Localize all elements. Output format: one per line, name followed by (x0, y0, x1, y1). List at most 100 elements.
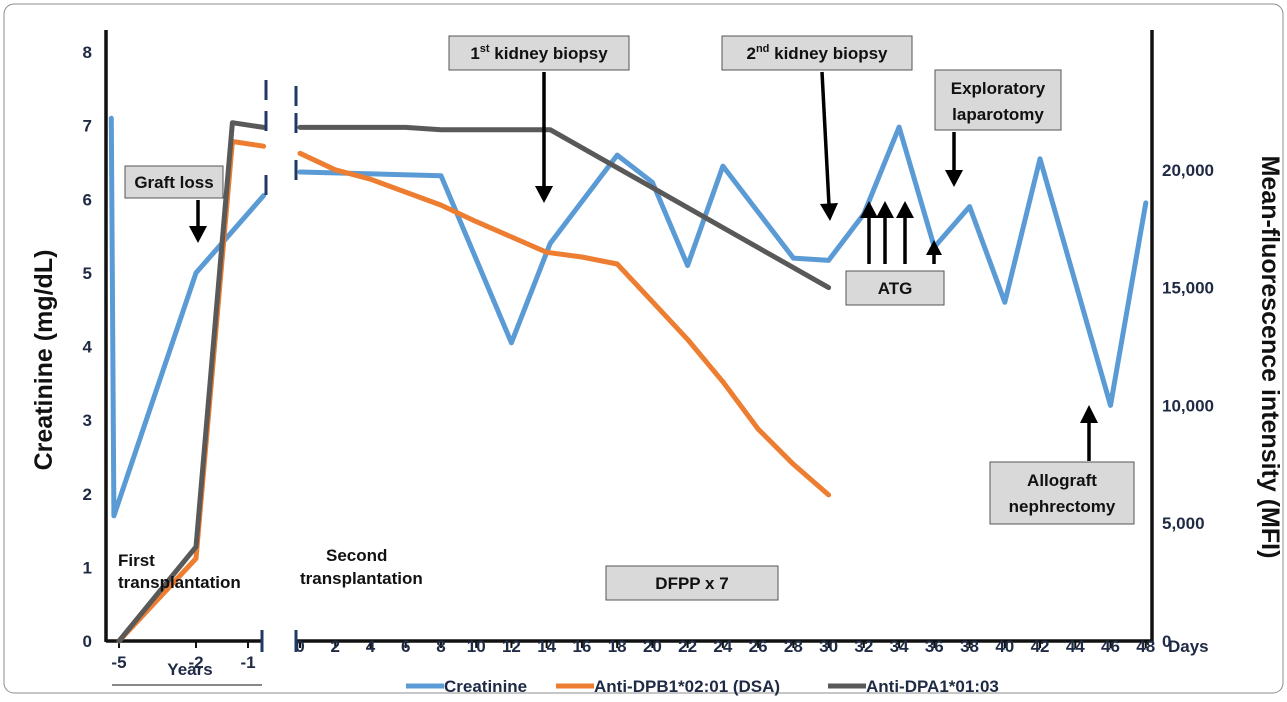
biopsy2-arrowhead (820, 203, 838, 221)
x-days-axis-title: Days (1168, 637, 1209, 656)
exploratory-arrowhead (945, 170, 963, 187)
x-days-tick-label: 0 (295, 637, 304, 656)
y-right-axis-title: Mean-fluorescence intensity (MFI) (1256, 156, 1284, 559)
first-tx-label-2: transplantation (118, 573, 241, 592)
biopsy1-num: 1 (470, 44, 479, 63)
x-days-tick-label: 18 (608, 637, 627, 656)
x-years-tick-label: -1 (240, 653, 255, 672)
y-left-axis-title: Creatinine (mg/dL) (30, 250, 58, 471)
x-days-tick-label: 12 (502, 637, 521, 656)
atg-label: ATG (878, 279, 913, 298)
x-days-tick-label: 28 (784, 637, 803, 656)
annotations: Graft loss 1st kidney biopsy 2nd kidney … (118, 35, 1135, 601)
exploratory-label-2: laparotomy (952, 105, 1044, 124)
y-right-tick-label: 0 (1162, 632, 1171, 651)
x-years-tick-label: -2 (188, 653, 203, 672)
x-days-tick-label: 48 (1136, 637, 1155, 656)
atg-arrows (867, 216, 936, 264)
x-days-tick-label: 44 (1066, 637, 1085, 656)
biopsy2-arrow (820, 71, 831, 206)
y-left-tick-label: 4 (83, 338, 93, 357)
exploratory-box (934, 69, 1062, 131)
x-years-ticks: -5 -2 -1 (111, 641, 256, 672)
x-days-tick-label: 30 (819, 637, 838, 656)
second-tx-label-2: transplantation (300, 569, 423, 588)
y-left-tick-label: 8 (83, 43, 92, 62)
y-right-ticks: 0 5,000 10,000 15,000 20,000 (1162, 161, 1214, 651)
y-left-tick-label: 3 (83, 411, 92, 430)
atg-arrowhead-3 (896, 201, 914, 218)
x-days-tick-label: 36 (925, 637, 944, 656)
biopsy2-sup: nd (756, 43, 769, 55)
legend-label-creatinine: Creatinine (444, 677, 527, 696)
nephrectomy-label-2: nephrectomy (1009, 497, 1116, 516)
y-right-tick-label: 10,000 (1162, 396, 1214, 415)
x-days-tick-label: 2 (331, 637, 340, 656)
x-years-tick-label: -5 (111, 653, 126, 672)
x-days-tick-label: 10 (467, 637, 486, 656)
series-anti-dpa1-years-line (116, 120, 267, 644)
legend-label-anti-dpa1: Anti-DPA1*01:03 (866, 677, 999, 696)
series-creatinine-years-line (108, 115, 267, 519)
axis-break-marks (260, 80, 298, 652)
biopsy1-box (448, 35, 630, 71)
x-days-tick-label: 22 (678, 637, 697, 656)
axis-break-gap (267, 60, 291, 650)
x-days-tick-label: 24 (713, 637, 732, 656)
y-left-tick-label: 0 (83, 632, 92, 651)
biopsy2-box (721, 35, 913, 71)
biopsy1-sup: st (480, 43, 490, 55)
x-days-tick-label: 8 (436, 637, 445, 656)
x-days-tick-label: 34 (890, 637, 909, 656)
biopsy1-arrowhead (535, 186, 553, 203)
graft-loss-arrowhead (189, 226, 207, 243)
legend-label-anti-dpb1: Anti-DPB1*02:01 (DSA) (594, 677, 780, 696)
biopsy2-num: 2 (746, 44, 755, 63)
series-lines (108, 115, 1149, 644)
series-anti-dpb1-days-line (297, 150, 832, 498)
second-tx-label-1: Second (326, 546, 387, 565)
x-days-tick-label: 46 (1101, 637, 1120, 656)
x-days-tick-label: 42 (1031, 637, 1050, 656)
nephrectomy-label-1: Allograft (1027, 471, 1097, 490)
x-days-tick-label: 40 (995, 637, 1014, 656)
x-days-tick-label: 16 (572, 637, 591, 656)
x-days-tick-label: 26 (749, 637, 768, 656)
biopsy1-text: kidney biopsy (490, 44, 609, 63)
exploratory-label-1: Exploratory (951, 79, 1046, 98)
nephrectomy-arrowhead (1080, 405, 1098, 423)
biopsy2-text: kidney biopsy (769, 44, 888, 63)
x-days-ticks: 0 2 4 6 8 10 12 14 16 18 20 22 24 26 28 30 32 34 36 38 40 42 4… (295, 637, 1155, 656)
x-years-axis-title: Years (167, 660, 212, 679)
series-creatinine-days-line (297, 124, 1149, 408)
y-left-tick-label: 5 (83, 264, 92, 283)
atg-arrowhead-1 (860, 201, 878, 218)
y-left-tick-label: 2 (83, 485, 92, 504)
x-days-tick-label: 6 (401, 637, 410, 656)
figure-frame (3, 3, 1284, 694)
graft-loss-box (124, 165, 224, 199)
atg-box (845, 270, 945, 306)
y-left-tick-label: 1 (83, 558, 92, 577)
atg-arrowhead-2 (876, 201, 894, 218)
biopsy1-label: 1st kidney biopsy (470, 43, 608, 63)
dfpp-box (605, 565, 779, 601)
dfpp-label: DFPP x 7 (655, 574, 728, 593)
x-days-tick-label: 38 (960, 637, 979, 656)
atg-arrowhead-4 (926, 240, 942, 255)
y-right-tick-label: 20,000 (1162, 161, 1214, 180)
y-left-tick-label: 6 (83, 190, 92, 209)
x-days-tick-label: 4 (366, 637, 376, 656)
graft-loss-label: Graft loss (134, 173, 213, 192)
nephrectomy-box (989, 461, 1135, 525)
x-days-tick-label: 14 (537, 637, 556, 656)
x-days-tick-label: 20 (643, 637, 662, 656)
axes (104, 30, 1154, 643)
series-anti-dpa1-days-line (297, 124, 832, 291)
y-right-tick-label: 15,000 (1162, 279, 1214, 298)
x-days-tick-label: 32 (854, 637, 873, 656)
y-right-tick-label: 5,000 (1162, 514, 1205, 533)
legend: Creatinine Anti-DPB1*02:01 (DSA) Anti-DP… (406, 677, 999, 696)
